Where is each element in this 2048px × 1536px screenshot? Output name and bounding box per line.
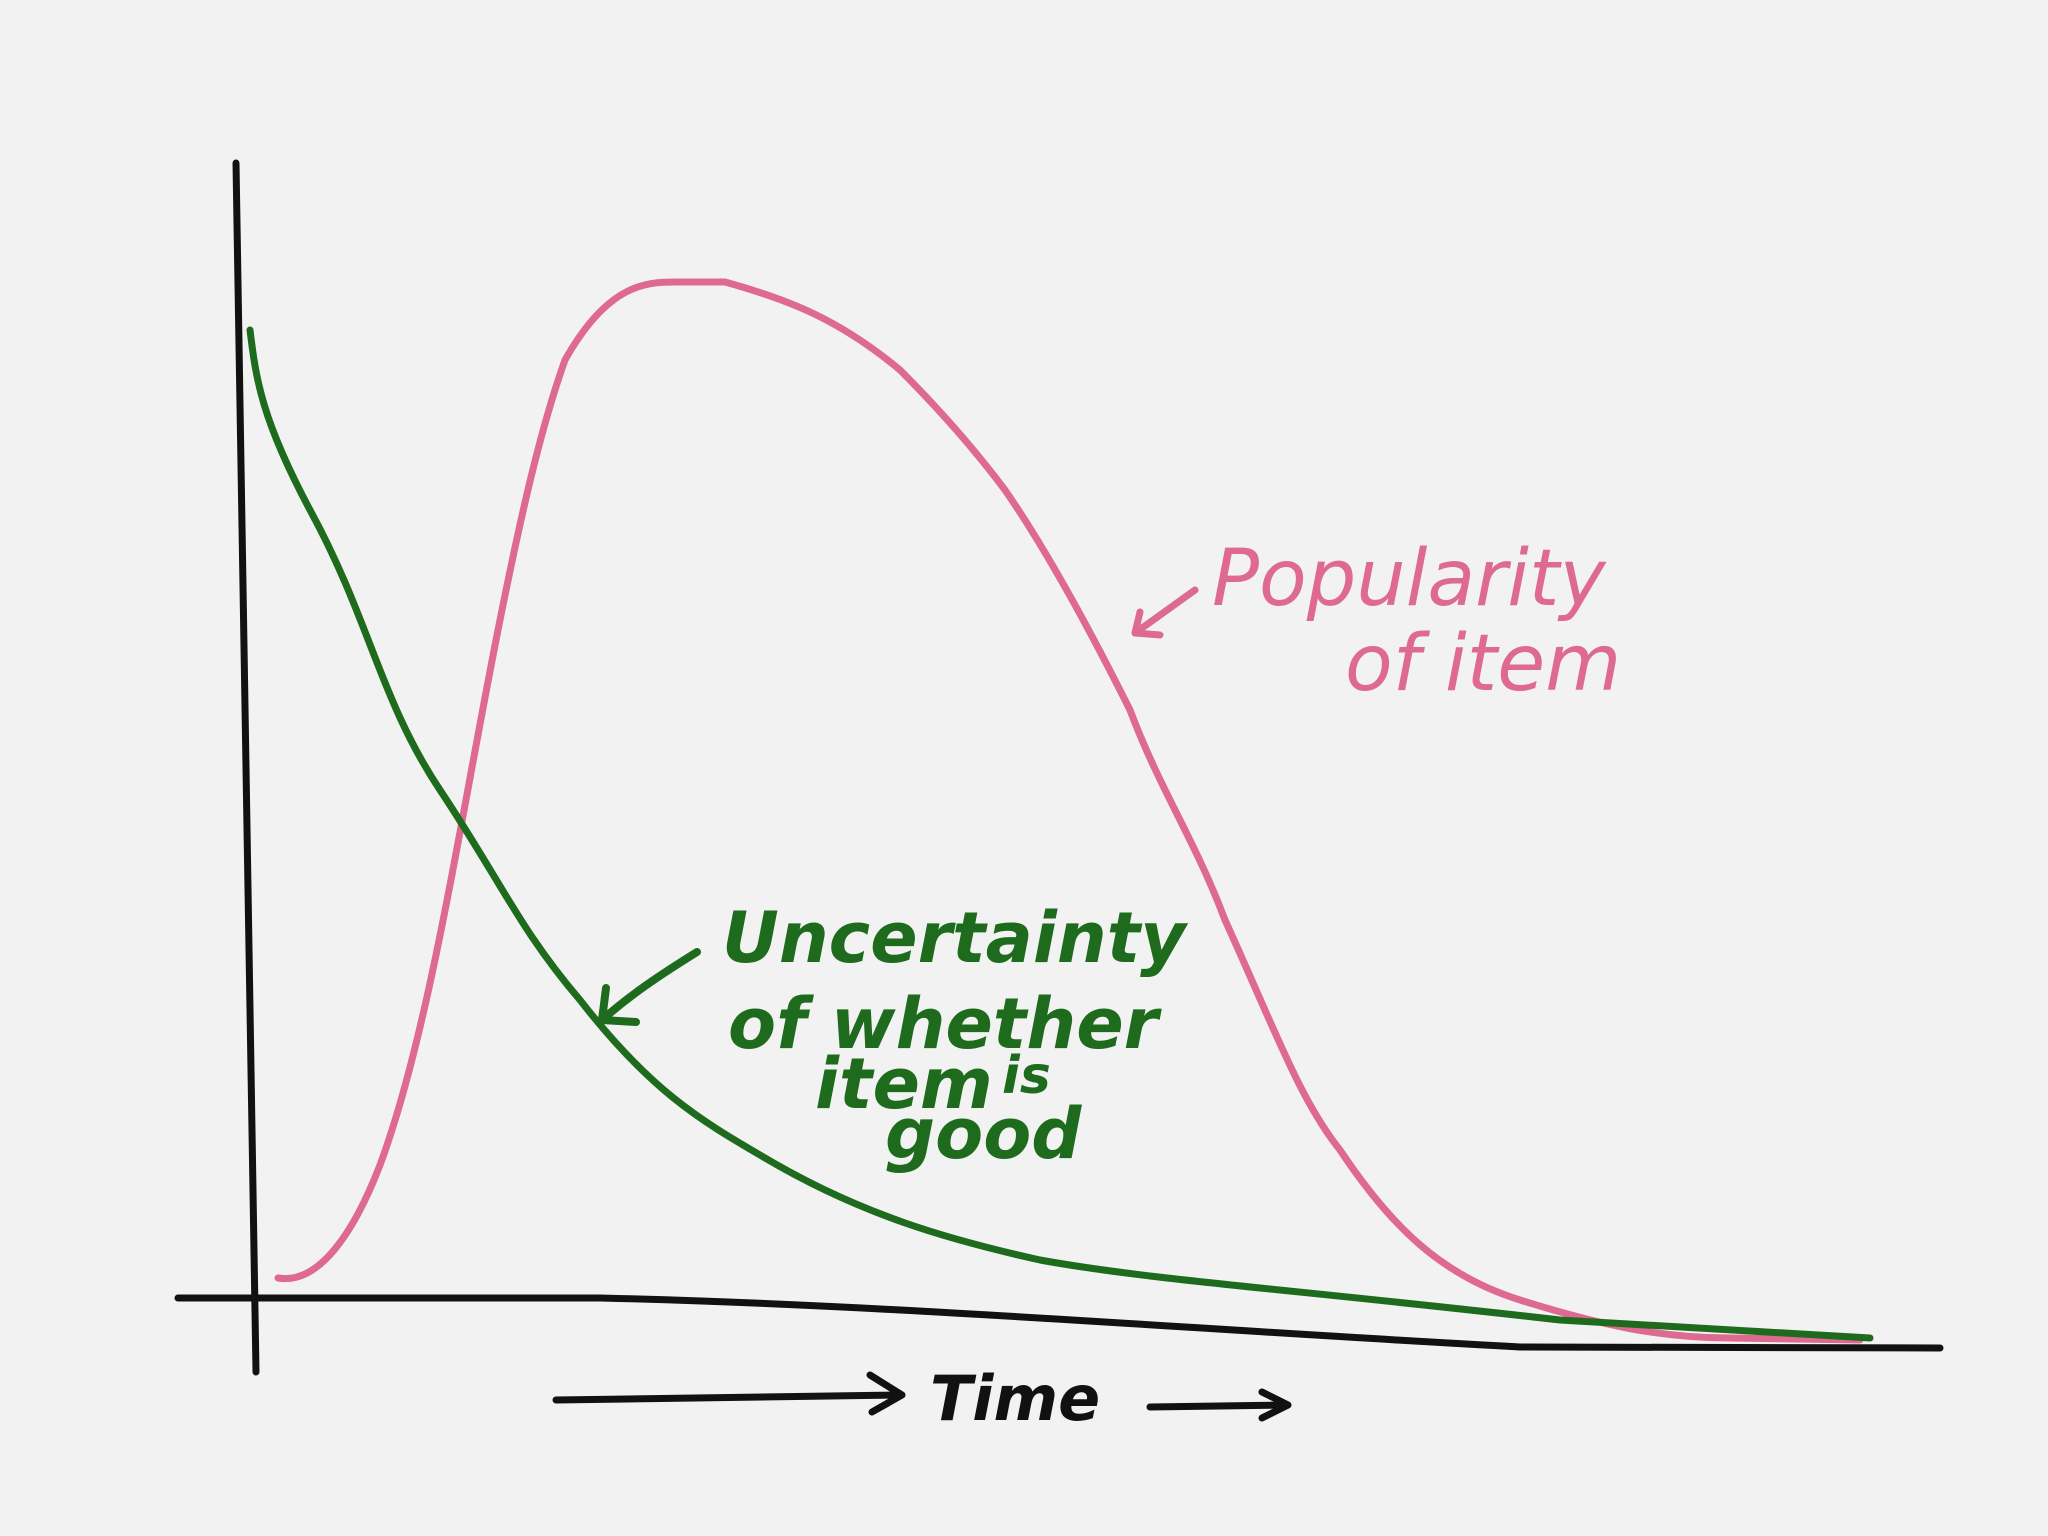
uncertainty-arrow bbox=[598, 948, 701, 1026]
uncertainty-label-line1: Uncertainty bbox=[722, 897, 1189, 979]
uncertainty-label-line2: of whether bbox=[728, 983, 1163, 1065]
uncertainty-label-line5: good bbox=[885, 1093, 1082, 1175]
popularity-label-line1: Popularity bbox=[1212, 534, 1607, 624]
popularity-arrow bbox=[1131, 586, 1199, 639]
y-axis bbox=[232, 159, 260, 1376]
time-arrow-left bbox=[552, 1391, 904, 1404]
uncertainty-curve bbox=[246, 326, 1874, 1342]
x-axis bbox=[174, 1294, 1944, 1352]
uncertainty-label-line4: is bbox=[1002, 1046, 1051, 1106]
uncertainty-label-line3: item bbox=[815, 1043, 993, 1125]
popularity-label-line2: of item bbox=[1345, 619, 1621, 709]
time-arrows bbox=[552, 1371, 1292, 1422]
popularity-curve bbox=[274, 278, 1864, 1344]
time-arrow-right bbox=[1146, 1401, 1289, 1411]
time-label: Time bbox=[930, 1362, 1100, 1435]
axes bbox=[174, 159, 1944, 1376]
